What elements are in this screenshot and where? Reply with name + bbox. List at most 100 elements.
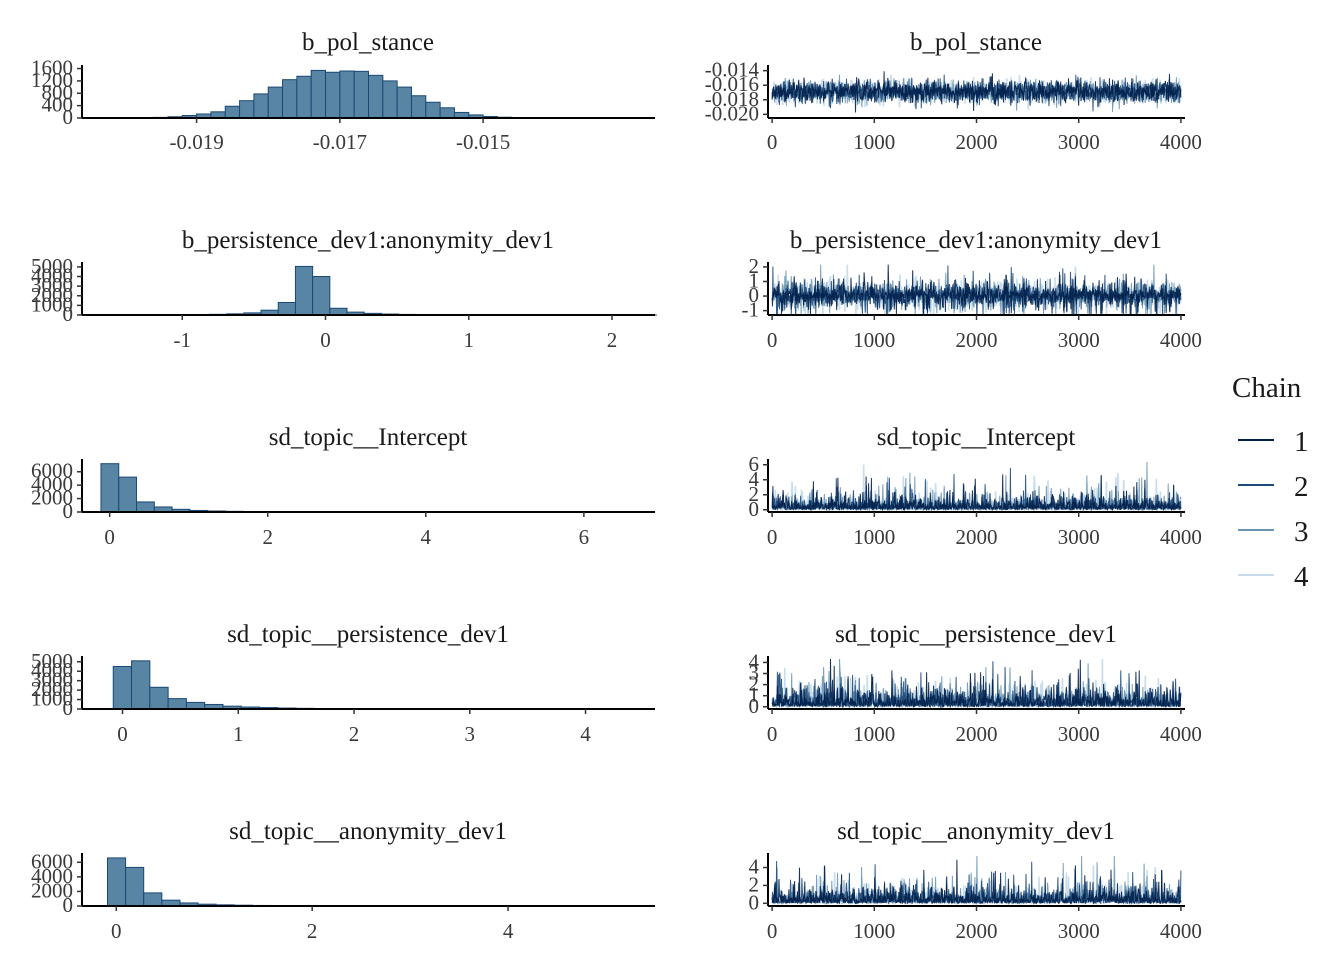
y-tick-label: 2000 — [31, 486, 73, 510]
x-tick-label: 0 — [320, 328, 331, 352]
x-tick-label: -0.015 — [456, 130, 510, 154]
y-tick-label: 1 — [749, 268, 760, 292]
panel-trace-0: b_pol_stance -0.014-0.016-0.018-0.020 0 100… — [705, 29, 1202, 154]
panel-title: sd_topic__anonymity_dev1 — [837, 818, 1115, 845]
x-tick-label: 4000 — [1160, 919, 1202, 943]
histogram-bar — [368, 74, 384, 119]
y-tick-label: 1600 — [31, 56, 73, 80]
y-tick-label: 4000 — [31, 658, 73, 682]
panel-histogram-1: b_persistence_dev1:anonymity_dev10100020… — [31, 227, 657, 352]
y-tick-label: 1000 — [31, 687, 73, 711]
x-tick-label: 3000 — [1058, 919, 1100, 943]
x-tick-label: 3000 — [1058, 722, 1100, 746]
histogram-bar — [329, 307, 348, 316]
y-tick-label: 1 — [749, 683, 760, 707]
y-tick-label: 2 — [749, 672, 760, 696]
y-tick-label: 6000 — [31, 849, 73, 873]
panel-title: sd_topic__Intercept — [269, 424, 468, 451]
y-tick-label: 5000 — [31, 649, 73, 673]
x-tick-label: 0 — [111, 919, 122, 943]
y-tick-label: 4000 — [31, 264, 73, 288]
y-tick-label: 5000 — [31, 254, 73, 278]
y-tick-label: 3000 — [31, 273, 73, 297]
legend: Chain 1 2 3 4 — [1232, 372, 1309, 593]
histogram-bar — [167, 698, 187, 710]
y-tick-label: 800 — [42, 80, 74, 104]
x-tick-label: 0 — [767, 722, 778, 746]
histogram-bars — [112, 660, 645, 710]
y-tick-label: 0 — [63, 105, 74, 129]
x-tick-label: 2000 — [956, 722, 998, 746]
x-tick-label: 2 — [262, 525, 273, 549]
histogram-bar — [296, 75, 312, 119]
histogram-bar — [125, 866, 145, 907]
histogram-bar — [106, 857, 127, 907]
x-tick-label: 0 — [117, 722, 128, 746]
y-tick-label: 4000 — [31, 472, 73, 496]
x-tick-label: 0 — [104, 525, 115, 549]
panel-title: b_pol_stance — [910, 29, 1042, 56]
y-tick-label: 2 — [749, 254, 760, 278]
x-tick-label: 4 — [580, 722, 591, 746]
x-tick-label: 1000 — [853, 722, 895, 746]
histogram-bar — [382, 80, 398, 119]
histogram-bar — [353, 70, 369, 119]
panel-title: sd_topic__persistence_dev1 — [227, 621, 509, 648]
x-tick-label: 6 — [579, 525, 590, 549]
x-tick-label: -1 — [174, 328, 192, 352]
histogram-bars — [106, 857, 652, 907]
histogram-bar — [396, 86, 412, 119]
panel-histogram-3: sd_topic__persistence_dev101000200030004… — [31, 621, 655, 746]
histogram-bar — [253, 93, 269, 119]
y-tick-label: -0.016 — [705, 72, 759, 96]
y-tick-label: 4000 — [31, 864, 73, 888]
panel-title: sd_topic__persistence_dev1 — [835, 621, 1117, 648]
x-tick-label: 3000 — [1058, 130, 1100, 154]
trace-chain-1 — [771, 859, 1182, 905]
x-tick-label: 2 — [349, 722, 360, 746]
y-tick-label: 2000 — [31, 283, 73, 307]
y-tick-label: 3 — [749, 661, 760, 685]
y-tick-label: 2 — [749, 872, 760, 896]
histogram-bar — [100, 463, 120, 513]
x-tick-label: 1 — [464, 328, 475, 352]
y-tick-label: 0 — [749, 497, 760, 521]
histogram-bar — [131, 660, 151, 710]
panel-title: b_persistence_dev1:anonymity_dev1 — [790, 227, 1162, 254]
y-tick-label: 0 — [63, 696, 74, 720]
histogram-bar — [112, 666, 133, 710]
panel-title: b_pol_stance — [302, 29, 434, 56]
histogram-bar — [118, 476, 138, 513]
x-tick-label: 1000 — [853, 130, 895, 154]
panel-title: sd_topic__anonymity_dev1 — [229, 818, 507, 845]
histogram-bar — [224, 105, 241, 119]
y-tick-label: 0 — [749, 694, 760, 718]
y-tick-label: 2000 — [31, 878, 73, 902]
x-tick-label: 4000 — [1160, 722, 1202, 746]
y-tick-label: 0 — [63, 499, 74, 523]
x-tick-label: 3000 — [1058, 525, 1100, 549]
legend-label-3: 3 — [1294, 516, 1309, 548]
y-tick-label: 4 — [749, 649, 760, 673]
x-tick-label: 2000 — [956, 130, 998, 154]
y-tick-label: -0.020 — [705, 101, 759, 125]
x-tick-label: -0.017 — [313, 130, 367, 154]
histogram-bar — [339, 70, 355, 119]
x-tick-label: 4 — [503, 919, 514, 943]
x-tick-label: 2 — [307, 919, 318, 943]
x-tick-label: 4 — [421, 525, 432, 549]
y-tick-label: 0 — [749, 890, 760, 914]
x-tick-label: 0 — [767, 130, 778, 154]
trace-chain-1 — [771, 474, 1182, 512]
histogram-bar — [136, 501, 155, 513]
histogram-bars — [100, 463, 635, 513]
histogram-bar — [294, 265, 314, 316]
legend-label-1: 1 — [1294, 426, 1309, 458]
legend-label-4: 4 — [1294, 561, 1309, 593]
histogram-bar — [310, 69, 327, 119]
